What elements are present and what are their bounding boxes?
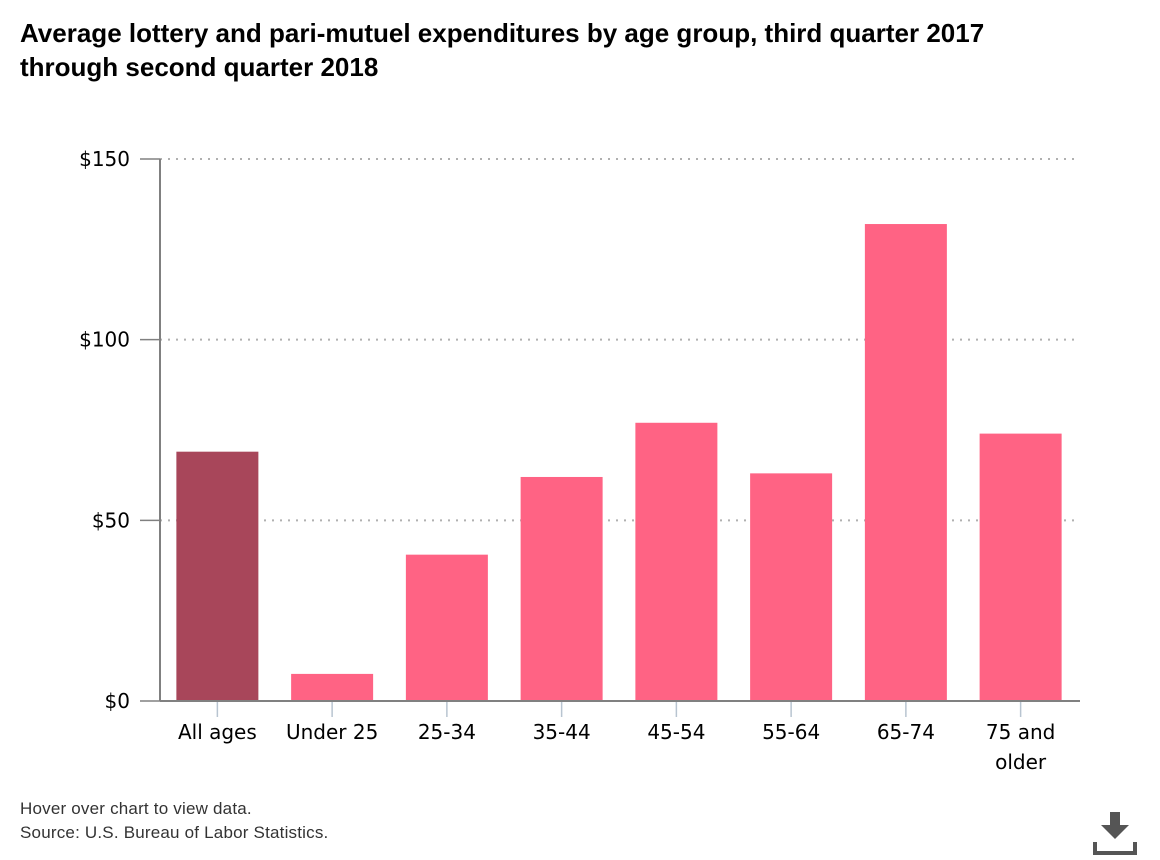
source-note: Source: U.S. Bureau of Labor Statistics. [20, 823, 329, 842]
y-tick-label: $50 [92, 508, 130, 532]
hover-note: Hover over chart to view data. [20, 799, 252, 818]
chart-title: Average lottery and pari-mutuel expendit… [20, 18, 985, 82]
x-axis-ticks [216, 701, 1022, 717]
download-icon [1093, 812, 1137, 855]
y-tick-label: $100 [79, 328, 130, 352]
category-label: Under 25 [286, 720, 378, 744]
y-tick-label: $150 [79, 147, 130, 171]
gridlines [160, 158, 1076, 522]
y-tick-label: $0 [105, 689, 130, 713]
bar-chart[interactable]: $0 $50 $100 $150 All ages Under 25 25-34 35-44… [0, 0, 1160, 790]
bar[interactable] [176, 451, 259, 701]
bar[interactable] [635, 422, 718, 701]
category-label: 35-44 [533, 720, 591, 744]
bar[interactable] [291, 673, 374, 701]
category-label: All ages [178, 720, 257, 744]
category-label: 65-74 [877, 720, 935, 744]
bars [176, 224, 1062, 702]
category-label: 75 and older [986, 720, 1055, 774]
category-label: 55-64 [762, 720, 820, 744]
bar[interactable] [864, 224, 947, 702]
category-labels: All ages Under 25 25-34 35-44 45-54 55-64 65-7… [178, 720, 1055, 774]
download-button[interactable] [1092, 812, 1138, 856]
bar[interactable] [750, 473, 833, 701]
bar[interactable] [405, 554, 488, 701]
bar[interactable] [979, 433, 1062, 701]
y-axis-ticks: $0 $50 $100 $150 [79, 147, 160, 713]
category-label: 45-54 [647, 720, 705, 744]
category-label: 25-34 [418, 720, 476, 744]
bar[interactable] [520, 476, 603, 701]
